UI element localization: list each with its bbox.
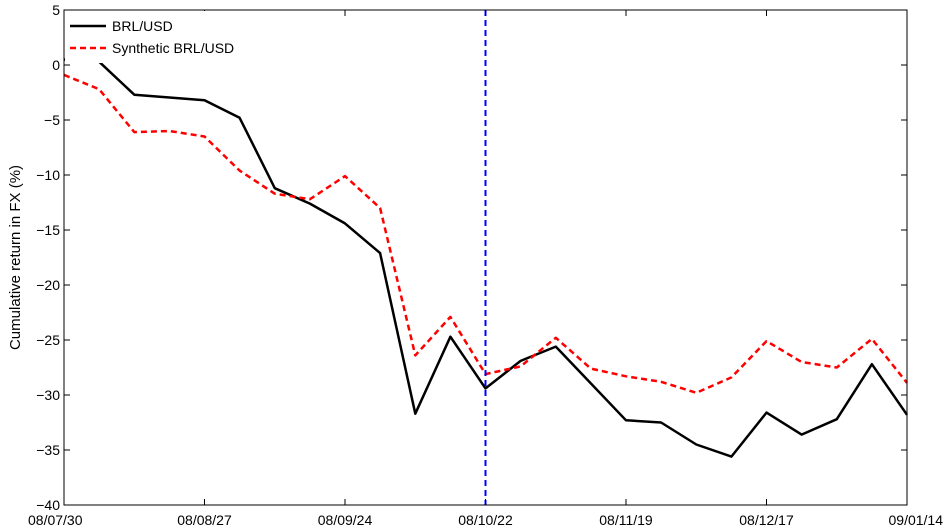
legend-label-1: BRL/USD — [112, 18, 173, 34]
y-tick-label: −20 — [36, 277, 60, 293]
x-tick-label: 08/07/30 — [28, 512, 83, 528]
y-tick-label: −10 — [36, 167, 60, 183]
y-tick-label: −30 — [36, 387, 60, 403]
y-tick-label: −5 — [44, 112, 60, 128]
x-tick-label: 08/11/19 — [599, 512, 653, 528]
y-tick-label: −35 — [36, 442, 60, 458]
y-axis-label: Cumulative return in FX (%) — [7, 165, 24, 350]
x-tick-label: 08/08/27 — [177, 512, 232, 528]
y-tick-label: −40 — [36, 497, 60, 513]
y-tick-label: 0 — [52, 57, 60, 73]
legend-label-2: Synthetic BRL/USD — [112, 40, 234, 56]
series-layer — [63, 58, 909, 458]
x-tick-label: 08/10/22 — [458, 512, 513, 528]
y-tick-label: −15 — [36, 222, 60, 238]
x-tick-label: 08/09/24 — [318, 512, 373, 528]
x-tick-label: 08/12/17 — [739, 512, 794, 528]
legend-box — [65, 11, 279, 63]
x-tick-label: 09/01/14 — [889, 512, 944, 528]
legend: BRL/USD Synthetic BRL/USD — [65, 11, 279, 63]
series-line-1 — [63, 58, 909, 458]
y-tick-label: −25 — [36, 332, 60, 348]
y-tick-label: 5 — [52, 2, 60, 18]
